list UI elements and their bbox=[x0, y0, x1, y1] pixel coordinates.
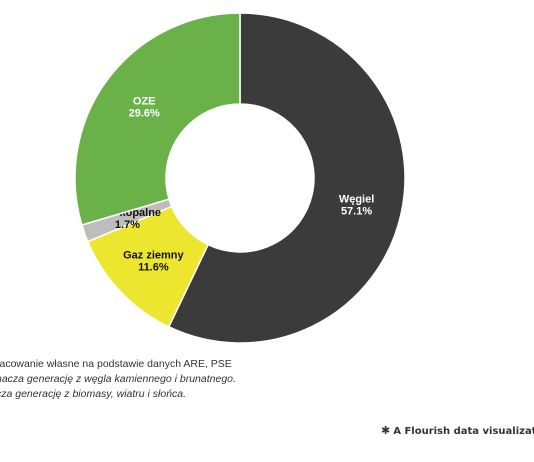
renewables-footnote: cza generację z biomasy, wiatru i słońca… bbox=[0, 388, 187, 400]
slice-value-2: 1.7% bbox=[115, 219, 140, 231]
slice-value-1: 11.6% bbox=[138, 261, 169, 273]
slice-category-1: Gaz ziemny bbox=[123, 249, 184, 261]
slice-label-1: Gaz ziemny 11.6% bbox=[123, 249, 184, 273]
slice-value-3: 29.6% bbox=[129, 108, 160, 120]
flourish-star-icon: ✱ bbox=[381, 424, 391, 437]
donut-chart: Węgiel 57.1%Gaz ziemny 11.6%Inne kopalne 1.… bbox=[74, 12, 406, 344]
coal-footnote: nacza generację z węgla kamiennego i bru… bbox=[0, 373, 236, 385]
donut-slice-0[interactable] bbox=[167, 12, 406, 344]
donut-slice-3[interactable] bbox=[74, 12, 241, 226]
credit-text: A Flourish data visualizatic bbox=[393, 426, 534, 437]
slice-category-3: OZE bbox=[133, 96, 156, 108]
slice-label-3: OZE 29.6% bbox=[129, 96, 160, 120]
slice-value-0: 57.1% bbox=[341, 205, 372, 217]
slice-category-0: Węgiel bbox=[339, 193, 374, 205]
flourish-credit[interactable]: ✱ A Flourish data visualizatic bbox=[381, 424, 534, 437]
chart-notes: racowanie własne na podstawie danych ARE… bbox=[0, 357, 236, 402]
slice-label-0: Węgiel 57.1% bbox=[339, 193, 374, 217]
source-note: racowanie własne na podstawie danych ARE… bbox=[0, 358, 232, 370]
